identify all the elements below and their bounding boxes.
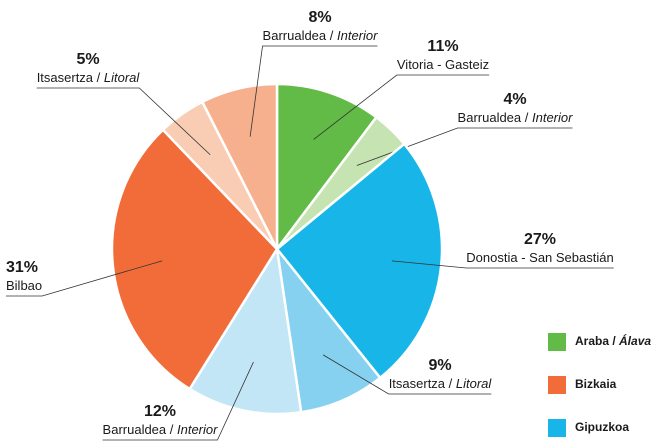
slice-label: Itsasertza / Litoral — [389, 376, 493, 391]
legend-swatch — [548, 333, 566, 351]
slice-value-label: 9% — [428, 357, 451, 374]
leader-line — [313, 74, 490, 140]
leader-line — [102, 361, 254, 441]
pie-slice — [275, 244, 382, 414]
leader-line — [36, 87, 211, 156]
slice-label: Barrualdea / Interior — [458, 110, 574, 125]
slice-value-label: 31% — [6, 259, 38, 276]
legend-label: Bizkaia — [575, 377, 617, 391]
slice-label: Vitoria - Gasteiz — [397, 57, 489, 72]
slice-label: Barrualdea / Interior — [103, 422, 219, 437]
leader-line — [6, 260, 163, 297]
slice-value-label: 27% — [524, 231, 556, 248]
leader-line — [249, 45, 378, 137]
slice-value-label: 12% — [144, 403, 176, 420]
slice-label: Bilbao — [6, 278, 42, 293]
legend-swatch — [548, 419, 566, 437]
slice-label: Donostia - San Sebastián — [466, 250, 613, 265]
leader-line — [322, 354, 492, 395]
legend-swatch — [548, 376, 566, 394]
pie-slice — [187, 245, 303, 416]
legend-label: Gipuzkoa — [575, 420, 629, 434]
pie-slice — [275, 82, 379, 253]
pie-slice — [200, 82, 279, 250]
leader-line — [391, 260, 614, 269]
slice-label: Itsasertza / Litoral — [37, 70, 141, 85]
slice-value-label: 8% — [308, 9, 331, 26]
slice-value-label: 4% — [503, 91, 526, 108]
slice-value-label: 5% — [76, 51, 99, 68]
slice-value-label: 11% — [427, 38, 458, 55]
slice-label: Barrualdea / Interior — [263, 28, 379, 43]
legend-label: Araba / Álava — [575, 333, 651, 348]
pie-slice — [110, 128, 279, 391]
